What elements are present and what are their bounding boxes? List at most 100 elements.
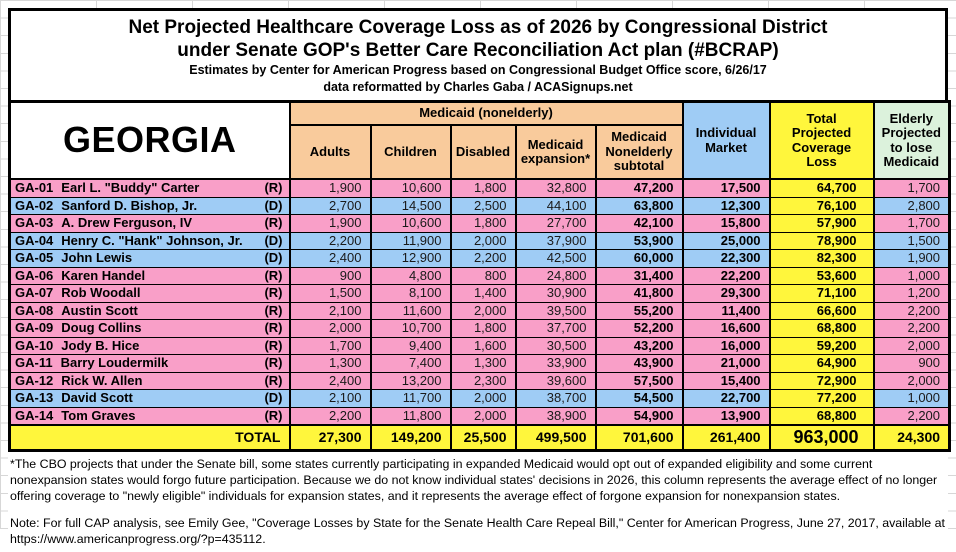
representative-name: Austin Scott [61,302,138,318]
representative-name: Rob Woodall [61,285,141,301]
cell-adults: 1,500 [288,284,372,303]
table-row: GA-01 Earl L. "Buddy" Carter (R) 1,900 10,60… [8,178,951,198]
cell-total: 82,300 [768,249,875,268]
cell-elderly: 2,200 [872,301,951,321]
district-label: GA-12 [15,372,54,388]
representative-name: Henry C. "Hank" Johnson, Jr. [61,232,243,248]
table-row: GA-13 David Scott (D) 2,100 11,700 2,000 38,70… [8,389,951,408]
table-row: GA-07 Rob Woodall (R) 1,500 8,100 1,400 30,900… [8,284,951,303]
cell-expansion: 33,900 [514,354,597,373]
cell-individual: 21,000 [681,354,771,373]
cell-representative: GA-01 Earl L. "Buddy" Carter (R) [8,178,291,198]
cell-elderly: 1,000 [872,266,951,286]
cell-subtotal: 55,200 [594,301,684,321]
cell-children: 14,500 [369,196,452,216]
representative-name: Rick W. Allen [61,372,143,388]
cell-elderly: 1,700 [872,178,951,198]
cell-representative: GA-02 Sanford D. Bishop, Jr. (D) [8,196,291,216]
district-label: GA-07 [15,285,54,301]
cell-adults: 2,100 [288,301,372,321]
cell-adults: 1,700 [288,336,372,356]
report-title-line2: under Senate GOP's Better Care Reconcili… [177,40,779,62]
table-row: GA-04 Henry C. "Hank" Johnson, Jr. (D) 2,20… [8,231,951,251]
cell-representative: GA-09 Doug Collins (R) [8,319,291,338]
cell-disabled: 1,600 [449,336,517,356]
cell-expansion: 38,700 [514,389,597,408]
cell-children: 12,900 [369,249,452,268]
total-cell-children: 149,200 [369,424,452,452]
cell-representative: GA-03 A. Drew Ferguson, IV (R) [8,214,291,233]
cell-disabled: 2,300 [449,371,517,391]
total-cell-adults: 27,300 [288,424,372,452]
cell-subtotal: 43,200 [594,336,684,356]
medicaid-group-header: Medicaid (nonelderly) [288,100,684,127]
cell-expansion: 37,700 [514,319,597,338]
table-row: GA-05 John Lewis (D) 2,400 12,900 2,200 42,500… [8,249,951,268]
cell-children: 10,600 [369,178,452,198]
state-name: GEORGIA [8,100,291,181]
cell-elderly: 2,800 [872,196,951,216]
representative-name: Doug Collins [61,320,142,336]
cell-individual: 22,200 [681,266,771,286]
party-label: (R) [264,180,283,196]
table-row: GA-10 Jody B. Hice (R) 1,700 9,400 1,600 30,50… [8,336,951,356]
representative-name: Tom Graves [61,407,136,423]
cell-representative: GA-11 Barry Loudermilk (R) [8,354,291,373]
cell-children: 4,800 [369,266,452,286]
party-label: (R) [264,285,283,301]
cell-children: 7,400 [369,354,452,373]
party-label: (R) [264,320,283,336]
cell-children: 11,800 [369,406,452,426]
cell-children: 9,400 [369,336,452,356]
cell-disabled: 2,000 [449,389,517,408]
table-row: GA-09 Doug Collins (R) 2,000 10,700 1,800 37,7… [8,319,951,338]
report-subtitle-credit: data reformatted by Charles Gaba / ACASi… [323,80,633,95]
cell-representative: GA-14 Tom Graves (R) [8,406,291,426]
representative-name: Karen Handel [61,267,146,283]
table-row: GA-11 Barry Loudermilk (R) 1,300 7,400 1,300 3… [8,354,951,373]
col-header-expansion: Medicaid expansion* [514,124,597,181]
cell-representative: GA-04 Henry C. "Hank" Johnson, Jr. (D) [8,231,291,251]
cell-representative: GA-07 Rob Woodall (R) [8,284,291,303]
cell-representative: GA-06 Karen Handel (R) [8,266,291,286]
district-label: GA-09 [15,320,54,336]
total-label: TOTAL [8,424,291,452]
report-title-box: Net Projected Healthcare Coverage Loss a… [8,8,948,104]
district-label: GA-11 [15,355,53,371]
cell-representative: GA-05 John Lewis (D) [8,249,291,268]
party-label: (R) [264,215,283,231]
cell-adults: 2,200 [288,231,372,251]
cell-total: 71,100 [768,284,875,303]
table-row: GA-14 Tom Graves (R) 2,200 11,800 2,000 38,900… [8,406,951,426]
cell-elderly: 2,200 [872,319,951,338]
party-label: (R) [264,355,283,371]
cell-expansion: 27,700 [514,214,597,233]
cell-expansion: 39,600 [514,371,597,391]
table-row: GA-03 A. Drew Ferguson, IV (R) 1,900 10,600 1… [8,214,951,233]
district-label: GA-08 [15,302,54,318]
cell-individual: 22,300 [681,249,771,268]
district-rows: GA-01 Earl L. "Buddy" Carter (R) 1,900 10,60… [8,178,951,426]
representative-name: Sanford D. Bishop, Jr. [61,197,198,213]
cell-expansion: 38,900 [514,406,597,426]
party-label: (R) [264,302,283,318]
cell-representative: GA-13 David Scott (D) [8,389,291,408]
representative-name: David Scott [61,390,133,406]
cell-total: 68,800 [768,319,875,338]
table-row: GA-08 Austin Scott (R) 2,100 11,600 2,000 39,5… [8,301,951,321]
cell-children: 10,700 [369,319,452,338]
total-cell-disabled: 25,500 [449,424,517,452]
cell-adults: 2,100 [288,389,372,408]
district-label: GA-06 [15,267,54,283]
cell-individual: 22,700 [681,389,771,408]
cell-elderly: 2,000 [872,336,951,356]
cell-elderly: 900 [872,354,951,373]
district-label: GA-14 [15,407,54,423]
representative-name: Jody B. Hice [61,337,140,353]
cell-elderly: 1,200 [872,284,951,303]
district-label: GA-01 [15,180,54,196]
party-label: (R) [264,337,283,353]
cell-elderly: 1,000 [872,389,951,408]
party-label: (D) [264,390,283,406]
col-header-total-loss: Total Projected Coverage Loss [768,100,875,181]
